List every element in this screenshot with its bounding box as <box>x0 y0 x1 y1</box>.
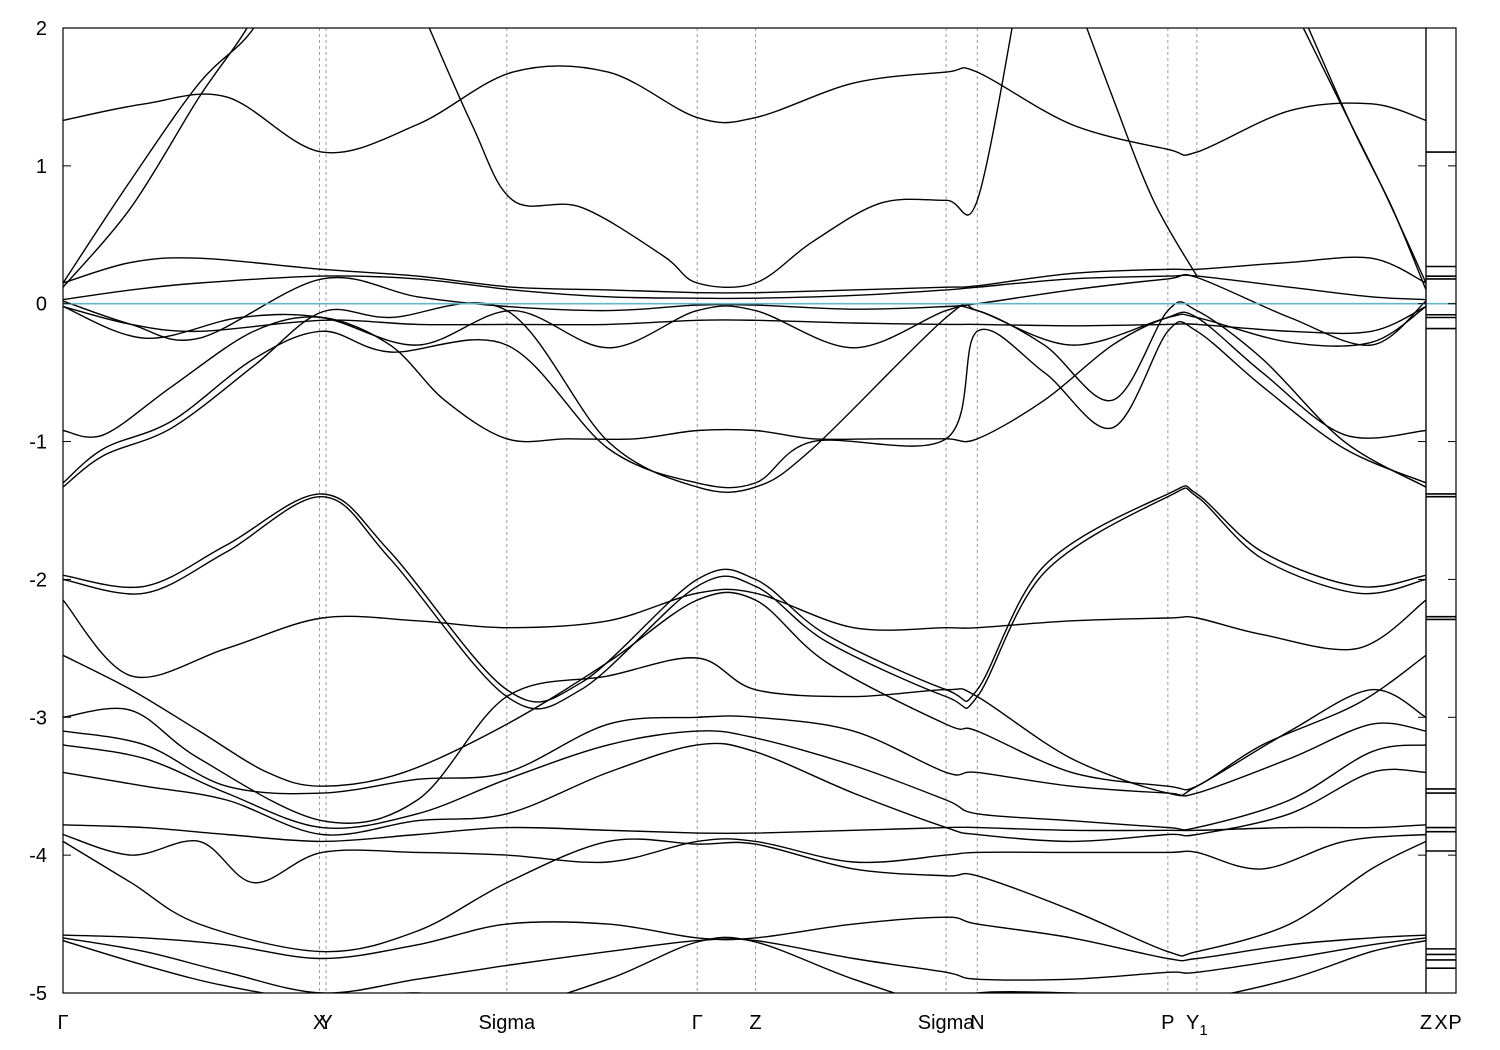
kpoint-label: Sigma <box>918 1012 976 1034</box>
band-line <box>63 311 1426 443</box>
band-line <box>63 273 1426 346</box>
band-line <box>63 824 1426 843</box>
band-line <box>63 936 1426 993</box>
dos-panel-label: P <box>1448 1012 1461 1034</box>
kpoint-label: Sigma <box>478 1012 536 1034</box>
band-line <box>63 916 1426 962</box>
band-lines <box>63 28 1426 993</box>
dos-panel-frame <box>1425 27 1457 994</box>
band-line <box>63 28 248 288</box>
band-line <box>63 937 1426 993</box>
kpoint-label: P <box>1161 1012 1174 1034</box>
band-line <box>1086 28 1198 277</box>
band-line <box>63 65 1426 156</box>
band-line <box>63 274 1426 301</box>
kpoint-label: Z <box>749 1012 761 1034</box>
y-tick-label: -4 <box>29 845 47 867</box>
y-axis: 2 1 0 -1 -2 -3 -4 -5 <box>29 18 1456 1005</box>
kpoint-label: Y1 <box>1186 1012 1208 1039</box>
band-line <box>63 28 255 284</box>
kpoint-label: Γ <box>692 1012 703 1034</box>
band-line <box>63 833 1426 884</box>
band-line <box>63 588 1426 679</box>
band-line <box>63 838 1426 957</box>
band-line <box>63 591 1426 791</box>
band-line <box>63 715 1426 797</box>
band-line <box>63 321 1426 489</box>
kpoint-label: Γ <box>57 1012 68 1034</box>
y-tick-label: -1 <box>29 432 47 454</box>
band-line <box>63 485 1426 703</box>
kpoint-label: N <box>970 1012 984 1034</box>
kpoint-label: X <box>313 1012 326 1034</box>
band-line <box>63 256 1426 294</box>
band-line <box>63 730 1426 831</box>
y-tick-label: -5 <box>29 983 47 1005</box>
plot-frame <box>62 27 1427 994</box>
band-line <box>63 742 1426 843</box>
y-tick-label: 2 <box>36 18 47 40</box>
y-tick-label: 0 <box>36 294 47 316</box>
y-tick-label: -3 <box>29 707 47 729</box>
band-line <box>428 28 1013 289</box>
band-line <box>63 301 1426 494</box>
kpath-lines <box>319 28 1198 993</box>
band-line <box>1307 28 1426 291</box>
y-tick-label: -2 <box>29 569 47 591</box>
dos-panel-levels <box>1426 151 1456 969</box>
band-line <box>63 487 1426 710</box>
y-tick-label: 1 <box>36 156 47 178</box>
dos-panel-label: X <box>1434 1012 1447 1034</box>
band-line <box>63 657 1426 824</box>
band-line <box>63 305 1426 335</box>
kpoint-label: Y <box>319 1012 332 1034</box>
kpoint-label: Z <box>1420 1012 1432 1034</box>
